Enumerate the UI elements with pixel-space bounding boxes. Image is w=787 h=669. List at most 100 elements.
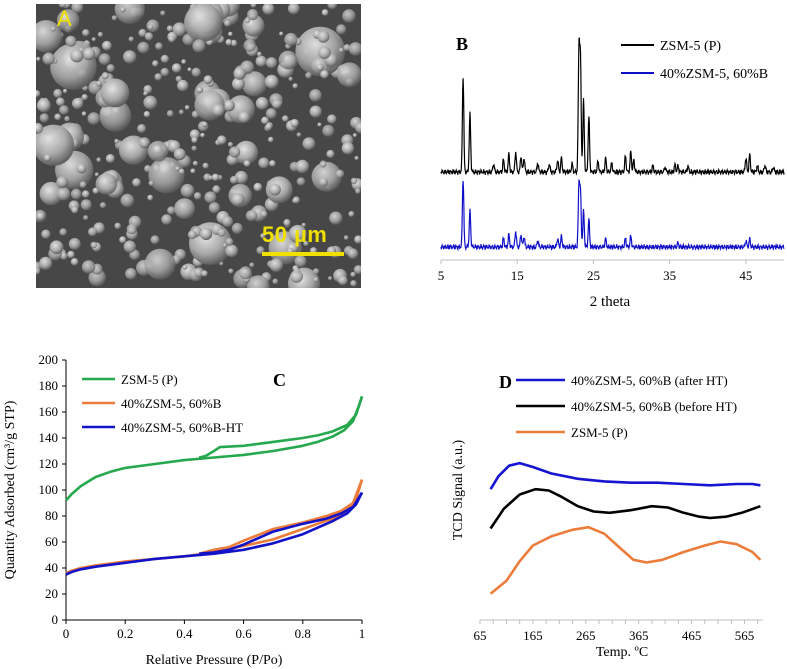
sem-particle <box>137 124 147 133</box>
sem-particle <box>60 252 68 260</box>
chart-d-x-tick-label: 165 <box>523 628 543 643</box>
sem-particle <box>279 31 284 36</box>
sem-particle <box>193 267 205 278</box>
sem-particle <box>230 39 238 47</box>
sem-particle <box>302 137 316 151</box>
sem-particle <box>174 198 196 220</box>
sem-particle <box>147 140 169 162</box>
sem-particle <box>184 4 223 42</box>
sem-particle <box>211 103 225 117</box>
chart-d: 65 165 265 365 465 565 Temp. ºC TCD Signal (a.u… <box>451 372 763 660</box>
chart-d-x-tick-label: 265 <box>576 628 596 643</box>
sem-particle <box>132 178 141 187</box>
sem-particle <box>303 240 309 247</box>
sem-particle <box>147 24 154 30</box>
chart-c-desorption-zsm5-b-ht <box>199 491 364 555</box>
sem-particle <box>147 194 154 201</box>
sem-particle <box>225 237 234 246</box>
sem-particle <box>82 29 90 37</box>
sem-particle <box>225 244 239 258</box>
sem-particle <box>201 121 208 128</box>
chart-c-y-tick-label: 180 <box>39 378 59 393</box>
sem-particle <box>241 71 267 97</box>
sem-particle <box>232 77 245 91</box>
chart-c-x-tick-label: 0.8 <box>295 626 311 641</box>
sem-particle <box>288 224 307 243</box>
sem-particle <box>350 280 357 287</box>
sem-particle <box>355 188 361 194</box>
sem-particle <box>287 4 300 15</box>
sem-particle <box>87 112 101 125</box>
sem-particle <box>290 270 303 283</box>
chart-b-series-zsm5-b <box>440 178 785 252</box>
sem-particle <box>102 40 112 51</box>
sem-particle <box>178 168 185 175</box>
chart-c-y-label: Quantity Adsorbed (cm³/g STP) <box>3 400 18 579</box>
sem-particle <box>39 256 53 270</box>
chart-d-y-label: TCD Signal (a.u.) <box>451 440 466 541</box>
sem-particle <box>305 72 312 79</box>
sem-particle <box>191 145 197 151</box>
sem-particle <box>171 63 182 73</box>
sem-particle <box>269 258 284 272</box>
chart-c-y-tick-label: 120 <box>39 456 59 471</box>
sem-particle <box>255 97 269 110</box>
sem-particle <box>71 4 84 14</box>
sem-particle <box>322 124 335 137</box>
sem-particle <box>317 122 322 127</box>
sem-particle <box>292 83 298 89</box>
sem-particle <box>144 248 176 280</box>
sem-particle <box>337 62 361 88</box>
sem-particle <box>90 241 97 249</box>
sem-particle <box>295 159 310 174</box>
sem-particle <box>296 132 302 137</box>
chart-c-x-tick-label: 0.6 <box>235 626 252 641</box>
sem-particle <box>288 76 293 82</box>
sem-particle <box>352 133 357 138</box>
sem-particle <box>343 235 349 241</box>
sem-particle <box>70 258 79 266</box>
sem-particle <box>217 228 226 237</box>
sem-particle <box>233 67 246 80</box>
sem-particle <box>42 52 55 65</box>
sem-particle <box>81 260 96 274</box>
sem-particle <box>189 129 200 140</box>
sem-particle <box>182 265 188 270</box>
sem-particle <box>36 211 45 221</box>
sem-particle <box>212 185 221 194</box>
sem-particle <box>224 20 231 27</box>
sem-particle <box>317 30 330 43</box>
sem-particle <box>99 202 107 209</box>
sem-particle <box>227 141 234 148</box>
sem-particle <box>76 163 87 174</box>
sem-particle <box>355 122 361 134</box>
sem-particle <box>43 154 52 162</box>
sem-particle <box>167 206 176 215</box>
sem-particle <box>36 267 41 275</box>
sem-particle <box>91 37 96 42</box>
sem-particle <box>301 222 306 228</box>
chart-b-x-tick-label: 5 <box>438 268 445 283</box>
sem-particle <box>342 9 356 23</box>
sem-particle <box>329 211 343 225</box>
sem-particle <box>36 90 41 98</box>
sem-particle <box>348 211 355 217</box>
sem-particle <box>265 108 277 119</box>
sem-particle <box>245 18 250 23</box>
sem-particle <box>161 214 172 225</box>
sem-particle <box>139 137 150 149</box>
sem-particle <box>354 235 361 244</box>
scale-bar-line <box>262 252 344 256</box>
sem-particle <box>290 118 299 128</box>
sem-particle <box>181 59 187 65</box>
sem-particle <box>143 111 151 118</box>
sem-particle <box>192 160 198 166</box>
sem-particle <box>125 268 137 280</box>
chart-c-legend-label: ZSM-5 (P) <box>121 372 178 387</box>
sem-particle <box>336 24 347 35</box>
sem-particle <box>119 236 127 244</box>
sem-particle <box>187 67 192 72</box>
sem-particle <box>229 175 238 184</box>
sem-particle <box>100 78 130 108</box>
sem-particle <box>190 168 196 174</box>
